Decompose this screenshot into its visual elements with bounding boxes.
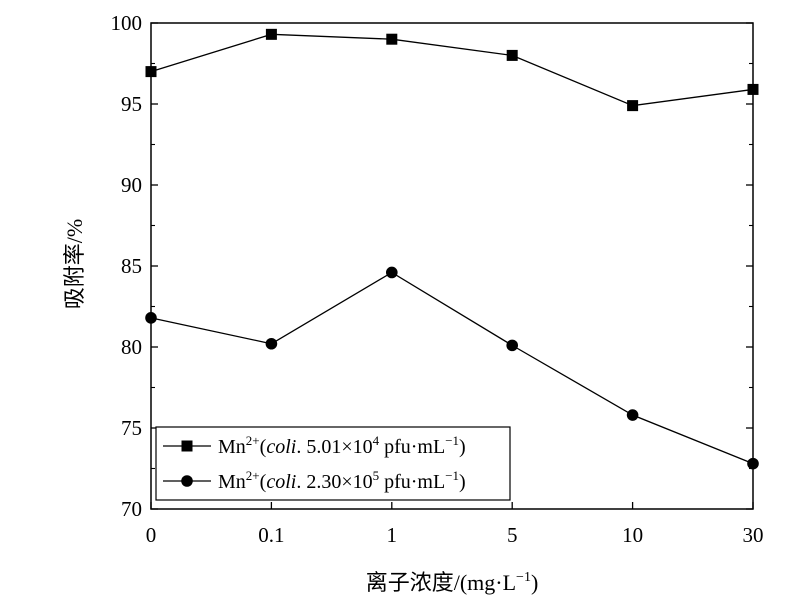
- series-line: [150, 271, 754, 465]
- y-tick-label: 100: [111, 11, 143, 35]
- x-axis: 0 0.1 1 5 10 30: [146, 502, 764, 547]
- y-tick-label: 85: [121, 254, 142, 278]
- legend-marker-circle: [181, 475, 193, 487]
- legend-label-part: coli: [266, 436, 296, 458]
- series-1: [145, 28, 759, 112]
- data-point-square: [145, 66, 157, 78]
- legend-label-part: pfu·mL: [379, 471, 445, 493]
- legend-item-1: Mn2+(coli. 5.01×104 pfu·mL−1): [163, 433, 466, 458]
- x-axis-label: 离子浓度/(mg·L−1): [366, 570, 539, 595]
- x-axis-label-tail: ): [531, 570, 538, 595]
- legend-label-part: 2+: [246, 433, 260, 448]
- x-tick-label: 5: [507, 523, 518, 547]
- legend-label-part: . 2.30×10: [296, 471, 372, 493]
- data-point-square: [265, 28, 277, 40]
- data-point-square: [386, 33, 398, 45]
- y-tick-label: 80: [121, 335, 142, 359]
- y-axis: 70 75 80 85 90 95 100: [111, 11, 753, 521]
- data-point-square: [506, 49, 518, 61]
- y-tick-label: 70: [121, 497, 142, 521]
- legend-label-part: −1: [445, 433, 459, 448]
- x-tick-label: 0: [146, 523, 157, 547]
- x-axis-label-sup: −1: [516, 570, 531, 585]
- y-tick-label: 95: [121, 92, 142, 116]
- x-tick-label: 1: [387, 523, 398, 547]
- data-point-circle: [747, 457, 759, 470]
- legend-label-part: ): [459, 471, 466, 493]
- legend-label-part: . 5.01×10: [296, 436, 372, 458]
- legend-label-part: Mn: [218, 471, 246, 493]
- legend-box: [155, 426, 511, 501]
- y-axis-label: 吸附率/%: [62, 219, 87, 309]
- y-tick-label: 75: [121, 416, 142, 440]
- data-point-circle: [626, 409, 639, 421]
- x-tick-label: 0.1: [258, 523, 284, 547]
- x-tick-label: 10: [622, 523, 643, 547]
- legend-label-part: ): [459, 436, 466, 458]
- series-line: [150, 33, 754, 107]
- x-axis-label-main: 离子浓度/(mg·L: [366, 570, 516, 595]
- data-point-square: [747, 83, 759, 95]
- legend-label-part: coli: [266, 471, 296, 493]
- y-tick-label: 90: [121, 173, 142, 197]
- data-point-circle: [506, 339, 518, 352]
- series-2: [145, 266, 759, 470]
- data-point-circle: [145, 312, 157, 324]
- legend-label-part: (: [260, 471, 267, 493]
- data-point-circle: [386, 266, 398, 279]
- legend-label-part: (: [260, 436, 267, 458]
- legend: Mn2+(coli. 5.01×104 pfu·mL−1)Mn2+(coli. …: [155, 426, 511, 501]
- legend-label-part: 2+: [246, 468, 260, 483]
- data-point-circle: [265, 337, 278, 350]
- series-layer: [145, 28, 759, 470]
- legend-label: Mn2+(coli. 2.30×105 pfu·mL−1): [218, 468, 466, 493]
- data-point-square: [627, 100, 639, 112]
- legend-item-2: Mn2+(coli. 2.30×105 pfu·mL−1): [163, 468, 466, 493]
- legend-label-part: 5: [373, 468, 380, 483]
- legend-label-part: Mn: [218, 436, 246, 458]
- x-tick-label: 30: [743, 523, 764, 547]
- legend-label-part: 4: [373, 433, 380, 448]
- legend-label: Mn2+(coli. 5.01×104 pfu·mL−1): [218, 433, 466, 458]
- legend-marker-square: [181, 440, 193, 452]
- legend-label-part: pfu·mL: [379, 436, 445, 458]
- legend-label-part: −1: [445, 468, 459, 483]
